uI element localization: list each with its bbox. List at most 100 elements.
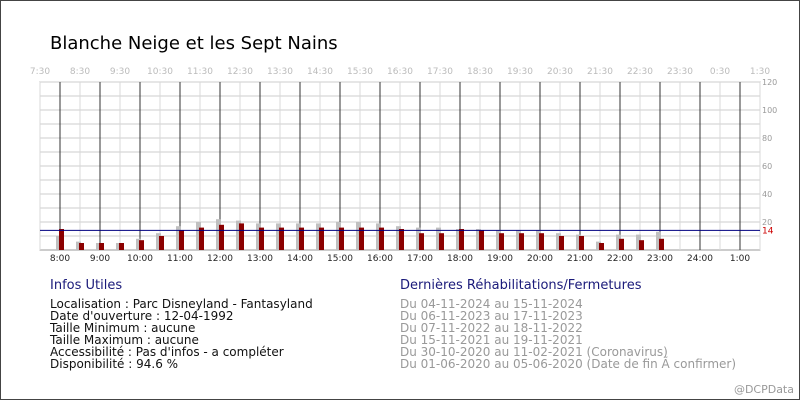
rehab-item: Du 04-11-2024 au 15-11-2024 bbox=[400, 297, 583, 311]
infos-heading: Infos Utiles bbox=[50, 278, 123, 293]
bar-current bbox=[219, 224, 224, 250]
rehab-item: Du 01-06-2020 au 05-06-2020 (Date de fin… bbox=[400, 357, 737, 371]
y-axis-tick-label: 60 bbox=[762, 162, 772, 171]
info-max-height: Taille Maximum : aucune bbox=[50, 333, 199, 347]
chart-title: Blanche Neige et les Sept Nains bbox=[50, 33, 338, 54]
info-min-height: Taille Minimum : aucune bbox=[50, 321, 196, 335]
bottom-axis-tick-label: 13:00 bbox=[247, 254, 273, 264]
bar-previous bbox=[116, 243, 121, 250]
rehab-item: Du 07-11-2022 au 18-11-2022 bbox=[400, 321, 583, 335]
top-axis-tick-label: 12:30 bbox=[227, 67, 253, 77]
rehab-heading: Dernières Réhabilitations/Fermetures bbox=[400, 278, 642, 293]
bar-current bbox=[99, 243, 104, 250]
top-axis-tick-label: 1:30 bbox=[750, 67, 770, 77]
top-axis-tick-label: 17:30 bbox=[427, 67, 453, 77]
y-axis-tick-label: 20 bbox=[762, 218, 772, 227]
bar-previous bbox=[256, 223, 261, 250]
info-location: Localisation : Parc Disneyland - Fantasy… bbox=[50, 297, 313, 311]
bar-previous bbox=[96, 243, 101, 250]
top-axis-tick-label: 19:30 bbox=[507, 67, 533, 77]
bar-previous bbox=[176, 226, 181, 250]
bar-current bbox=[59, 229, 64, 250]
bar-previous bbox=[296, 223, 301, 250]
bar-current bbox=[559, 236, 564, 250]
top-axis-tick-label: 7:30 bbox=[30, 67, 50, 77]
bar-current bbox=[439, 233, 444, 250]
top-axis-tick-label: 11:30 bbox=[187, 67, 213, 77]
bottom-axis-tick-label: 20:00 bbox=[527, 254, 553, 264]
bar-current bbox=[339, 227, 344, 250]
info-availability: Disponibilité : 94.6 % bbox=[50, 357, 179, 371]
top-axis-tick-label: 15:30 bbox=[347, 67, 373, 77]
bar-previous bbox=[196, 222, 201, 250]
top-axis-tick-label: 14:30 bbox=[307, 67, 333, 77]
bar-current bbox=[179, 230, 184, 250]
bar-previous bbox=[236, 220, 241, 250]
bar-previous bbox=[416, 227, 421, 250]
bar-previous bbox=[516, 230, 521, 250]
bottom-axis-tick-label: 9:00 bbox=[90, 254, 110, 264]
rehab-item: Du 30-10-2020 au 11-02-2021 (Coronavirus… bbox=[400, 345, 668, 359]
average-reference-label: 14 bbox=[762, 226, 774, 236]
bottom-axis-tick-label: 12:00 bbox=[207, 254, 233, 264]
bar-current bbox=[599, 243, 604, 250]
bar-current bbox=[79, 243, 84, 250]
top-axis-tick-label: 9:30 bbox=[110, 67, 130, 77]
bar-current bbox=[199, 227, 204, 250]
bar-previous bbox=[476, 229, 481, 250]
bottom-axis-tick-label: 1:00 bbox=[730, 254, 750, 264]
bar-previous bbox=[596, 241, 601, 250]
bar-current bbox=[459, 229, 464, 250]
rehab-list: Du 04-11-2024 au 15-11-2024 Du 06-11-202… bbox=[400, 298, 736, 370]
bar-current bbox=[159, 236, 164, 250]
bar-current bbox=[619, 238, 624, 250]
bar-current bbox=[359, 227, 364, 250]
bar-previous bbox=[636, 234, 641, 250]
bar-previous bbox=[576, 234, 581, 250]
y-axis-tick-label: 100 bbox=[762, 106, 777, 115]
bottom-axis-tick-label: 19:00 bbox=[487, 254, 513, 264]
bottom-axis-tick-label: 18:00 bbox=[447, 254, 473, 264]
bar-current bbox=[259, 227, 264, 250]
bottom-axis-tick-label: 23:00 bbox=[647, 254, 673, 264]
bottom-axis-tick-label: 17:00 bbox=[407, 254, 433, 264]
top-axis-tick-label: 23:30 bbox=[667, 67, 693, 77]
top-axis-tick-label: 18:30 bbox=[467, 67, 493, 77]
bar-current bbox=[659, 238, 664, 250]
y-axis-tick-label: 80 bbox=[762, 134, 772, 143]
bar-previous bbox=[376, 223, 381, 250]
bar-previous bbox=[276, 223, 281, 250]
top-axis-tick-label: 0:30 bbox=[710, 67, 730, 77]
bar-previous bbox=[456, 229, 461, 250]
top-axis-tick-label: 22:30 bbox=[627, 67, 653, 77]
bar-current bbox=[379, 227, 384, 250]
info-opening-date: Date d'ouverture : 12-04-1992 bbox=[50, 309, 234, 323]
bar-previous bbox=[536, 230, 541, 250]
bar-current bbox=[419, 233, 424, 250]
bar-previous bbox=[216, 219, 221, 250]
bar-previous bbox=[336, 222, 341, 250]
bar-previous bbox=[656, 231, 661, 250]
bar-previous bbox=[156, 233, 161, 250]
bottom-axis-tick-label: 14:00 bbox=[287, 254, 313, 264]
bottom-axis-tick-label: 8:00 bbox=[50, 254, 70, 264]
bar-current bbox=[139, 240, 144, 250]
bottom-axis-tick-label: 24:00 bbox=[687, 254, 713, 264]
bar-current bbox=[279, 227, 284, 250]
top-axis-tick-label: 21:30 bbox=[587, 67, 613, 77]
bottom-axis-tick-label: 22:00 bbox=[607, 254, 633, 264]
bottom-axis-tick-label: 10:00 bbox=[127, 254, 153, 264]
bar-previous bbox=[616, 234, 621, 250]
bottom-axis-tick-label: 16:00 bbox=[367, 254, 393, 264]
bottom-axis-tick-label: 15:00 bbox=[327, 254, 353, 264]
bottom-axis-tick-label: 21:00 bbox=[567, 254, 593, 264]
bar-current bbox=[319, 227, 324, 250]
bar-current bbox=[539, 233, 544, 250]
bar-current bbox=[479, 230, 484, 250]
bar-previous bbox=[356, 222, 361, 250]
infos-list: Localisation : Parc Disneyland - Fantasy… bbox=[50, 298, 313, 370]
bar-current bbox=[639, 240, 644, 250]
top-axis-tick-label: 8:30 bbox=[70, 67, 90, 77]
credit-watermark: @DCPData bbox=[733, 383, 794, 396]
top-axis-tick-label: 20:30 bbox=[547, 67, 573, 77]
